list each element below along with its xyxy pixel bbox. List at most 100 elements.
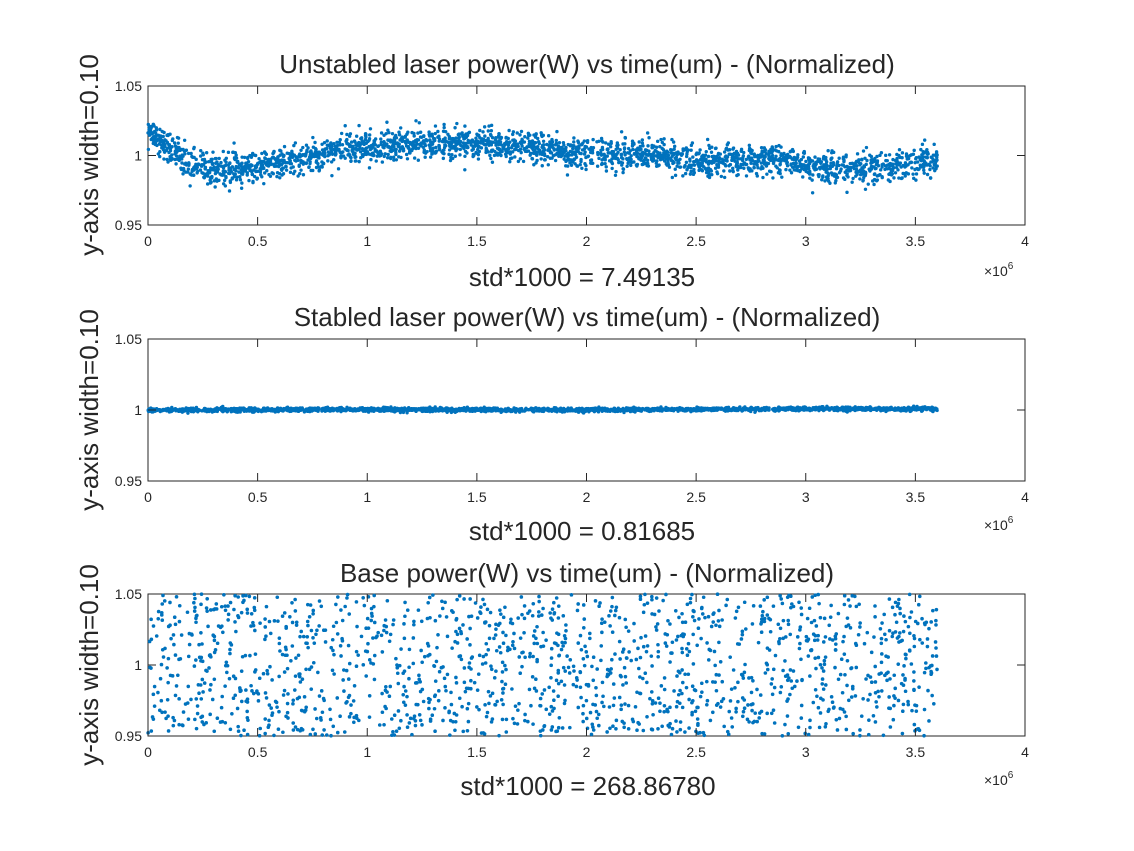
data-point [645, 408, 650, 413]
data-point [150, 131, 155, 136]
data-point [471, 152, 475, 157]
data-point [864, 145, 869, 150]
data-point [934, 159, 938, 164]
data-point [183, 152, 187, 156]
data-point [735, 160, 739, 164]
data-point [353, 147, 358, 151]
data-point [501, 147, 506, 151]
data-point [440, 139, 445, 144]
data-point [341, 408, 346, 413]
data-point [833, 181, 837, 185]
data-point [690, 141, 695, 145]
data-point [476, 408, 480, 412]
data-point [329, 147, 333, 152]
data-point [868, 407, 873, 412]
data-point [402, 406, 407, 410]
data-point [753, 410, 757, 414]
data-point [670, 154, 674, 158]
data-point [238, 175, 242, 179]
data-point [929, 406, 933, 410]
data-point [600, 162, 605, 166]
data-point [673, 167, 677, 171]
data-point [296, 174, 300, 178]
data-point [369, 157, 373, 162]
data-point [146, 122, 151, 127]
data-point [508, 156, 513, 161]
data-point [905, 406, 909, 411]
data-point [520, 144, 524, 148]
data-point [704, 167, 708, 172]
data-point [320, 165, 324, 169]
data-point [920, 142, 925, 147]
data-point [449, 702, 454, 707]
data-point [580, 166, 584, 170]
data-point [623, 135, 627, 140]
data-point [568, 161, 572, 165]
data-point [537, 140, 541, 144]
data-point [391, 155, 396, 159]
data-point [581, 141, 585, 145]
data-point [565, 158, 570, 162]
data-point [603, 161, 607, 166]
data-point [821, 156, 826, 160]
x-tick-label: 3 [802, 489, 810, 505]
data-point [638, 655, 643, 660]
data-point [742, 161, 747, 165]
data-point [835, 175, 840, 180]
data-point [858, 177, 862, 181]
data-point [547, 409, 551, 413]
data-point [542, 158, 547, 162]
data-point [631, 406, 636, 411]
data-point [259, 173, 263, 177]
data-point [434, 145, 438, 150]
data-point [788, 406, 793, 410]
data-point [671, 140, 676, 144]
data-point [460, 407, 465, 411]
data-point [849, 165, 853, 170]
data-point [266, 160, 270, 165]
data-point [289, 659, 293, 663]
data-point [928, 167, 932, 172]
data-point [191, 408, 196, 412]
data-point [737, 406, 741, 410]
data-point [233, 150, 238, 155]
data-point [822, 408, 826, 412]
data-point [784, 167, 788, 172]
data-point [529, 406, 533, 410]
data-point [162, 143, 167, 148]
data-point [725, 143, 730, 147]
data-point [476, 133, 480, 137]
data-point [749, 405, 753, 410]
data-point [548, 140, 552, 144]
data-point [221, 166, 226, 170]
data-point [252, 153, 257, 157]
data-point [321, 150, 326, 155]
data-point [748, 167, 752, 171]
data-point [414, 146, 418, 151]
data-point [785, 164, 790, 168]
data-point [504, 136, 508, 140]
data-point [555, 151, 559, 155]
data-point [293, 688, 297, 692]
data-point [386, 152, 390, 157]
data-point [408, 149, 412, 154]
data-point [815, 694, 819, 699]
data-point [645, 131, 650, 135]
data-point [321, 161, 325, 165]
data-point [317, 624, 321, 628]
data-point [226, 612, 231, 617]
data-point [181, 407, 185, 411]
data-point [204, 151, 209, 155]
data-point [236, 159, 240, 164]
data-point [569, 406, 573, 410]
data-point [485, 148, 489, 152]
data-point [510, 687, 514, 691]
data-point [697, 168, 701, 173]
data-point [301, 145, 305, 150]
data-point [622, 150, 627, 154]
data-point [198, 168, 203, 172]
data-point [496, 153, 500, 157]
data-point [604, 141, 608, 145]
data-point [800, 165, 804, 169]
data-point [621, 170, 625, 175]
